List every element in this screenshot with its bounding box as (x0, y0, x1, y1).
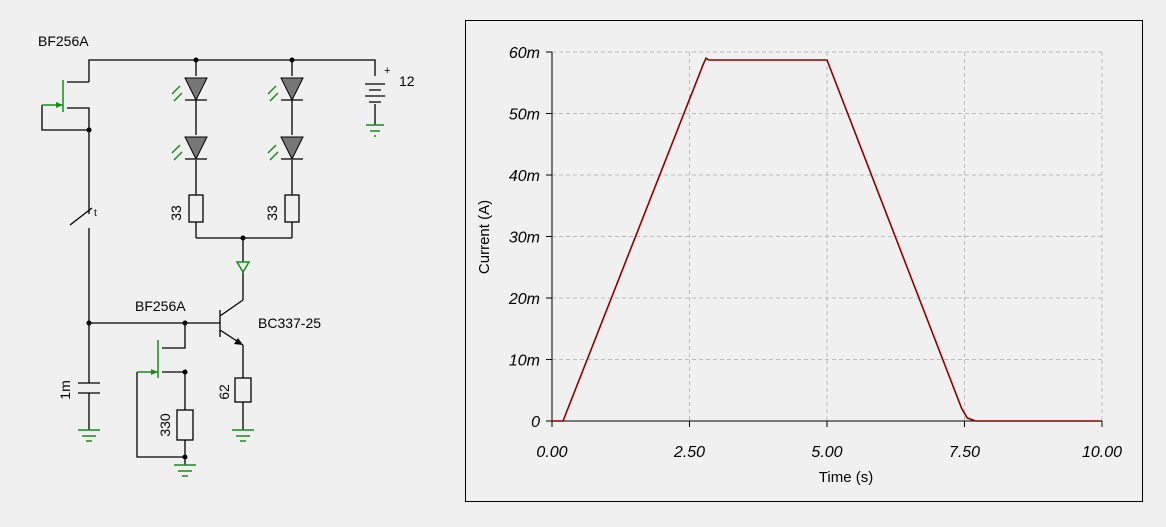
x-axis-label: Time (s) (819, 469, 873, 486)
x-tick-label: 5.00 (811, 444, 842, 461)
resistor (234, 377, 252, 403)
y-tick-label: 60m (509, 45, 540, 62)
jfet-top (42, 80, 64, 112)
ground (366, 124, 384, 137)
label: 33 (264, 205, 280, 221)
label: BF256A (135, 298, 186, 314)
label: t (94, 208, 97, 219)
probe (235, 261, 251, 274)
y-tick-label: 40m (509, 168, 540, 185)
capacitor (78, 382, 100, 394)
resistor (188, 194, 204, 223)
leds (171, 77, 304, 161)
nodes (86, 57, 295, 460)
line-series (552, 56, 1102, 422)
label: 1m (57, 380, 73, 399)
resistor (176, 409, 194, 441)
y-tick-label: 10m (509, 353, 540, 370)
y-axis-label: Current (A) (476, 200, 493, 274)
label: BC337-25 (258, 315, 321, 331)
battery (365, 83, 385, 103)
label: 330 (157, 413, 173, 437)
label: 33 (168, 205, 184, 221)
label: 12 (399, 73, 415, 89)
label: + (384, 65, 390, 77)
gate-loop (41, 105, 89, 131)
x-tick-label: 10.00 (1082, 444, 1122, 461)
x-tick-label: 2.50 (673, 444, 705, 461)
switch (69, 200, 93, 226)
x-tick-label: 0.00 (536, 444, 567, 461)
chart-frame (465, 20, 1143, 502)
y-tick-label: 30m (509, 230, 540, 247)
circuit: BF256A BF256A 12 + t 33 33 BC337-25 1m 3… (38, 33, 415, 477)
grounds (78, 429, 254, 477)
resistor (284, 194, 300, 223)
wires (67, 59, 376, 465)
label: 62 (216, 384, 232, 400)
label: BF256A (38, 33, 89, 49)
x-tick-label: 7.50 (949, 444, 980, 461)
transistor (219, 299, 244, 346)
y-tick-label: 20m (508, 291, 540, 308)
y-tick-label: 50m (509, 107, 540, 124)
y-tick-label: 0 (531, 414, 540, 431)
